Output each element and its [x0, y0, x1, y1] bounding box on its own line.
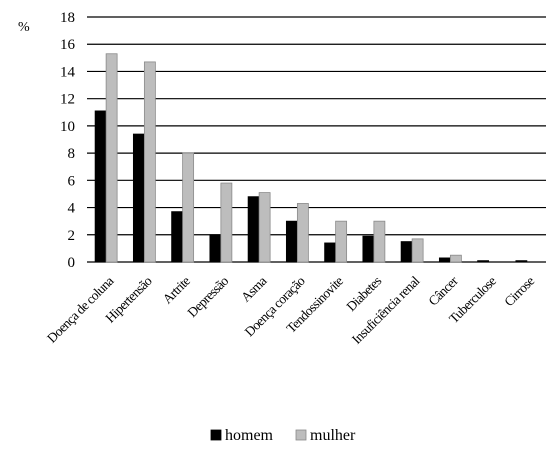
y-tick-label: 16	[60, 37, 76, 53]
legend-swatch-mulher	[295, 429, 307, 441]
x-category-label: Insuficiência renal	[349, 273, 423, 347]
bar-mulher	[449, 254, 462, 263]
y-tick-label: 6	[68, 173, 76, 189]
y-tick-label: 0	[68, 255, 76, 271]
bar-homem	[94, 110, 107, 263]
legend-swatch-homem	[210, 429, 222, 441]
bar-homem	[209, 234, 222, 263]
bar-homem	[285, 220, 298, 263]
x-category-label: Asma	[238, 273, 270, 305]
bar-mulher	[105, 53, 118, 263]
bar-homem	[362, 235, 375, 263]
bar-homem	[132, 133, 145, 263]
bar-mulher	[258, 192, 271, 263]
bar-mulher	[143, 61, 156, 263]
bar-mulher	[296, 203, 309, 263]
y-axis-ticks: 0 2 4 6 8 10 12 14 16 18	[60, 10, 76, 271]
y-tick-label: 2	[68, 228, 76, 244]
bar-homem	[171, 211, 184, 263]
bar-homem	[438, 257, 451, 263]
bar-mulher	[220, 182, 233, 263]
y-axis-unit-label: %	[18, 20, 30, 35]
bar-homem	[324, 242, 337, 263]
x-category-label: Câncer	[425, 273, 461, 309]
y-tick-label: 4	[68, 201, 76, 217]
bar-mulher	[335, 220, 348, 263]
y-tick-label: 14	[60, 64, 76, 80]
x-category-label: Depressão	[184, 273, 231, 320]
bar-homem	[400, 241, 413, 263]
legend: homem mulher	[210, 427, 356, 444]
legend-label-homem: homem	[225, 427, 274, 444]
x-category-label: Artrite	[160, 273, 194, 307]
bars	[94, 53, 528, 263]
x-category-label: Cirrose	[501, 273, 537, 309]
bar-mulher	[182, 152, 195, 263]
bar-mulher	[411, 238, 424, 263]
x-category-label: Doença de coluna	[44, 273, 117, 346]
legend-label-mulher: mulher	[310, 427, 356, 444]
y-tick-label: 8	[68, 146, 76, 162]
bar-homem	[477, 260, 490, 263]
bar-homem	[247, 196, 260, 263]
y-tick-label: 10	[60, 119, 75, 135]
bar-homem	[515, 260, 528, 263]
y-tick-label: 12	[60, 92, 75, 108]
gridlines	[87, 16, 546, 263]
bar-mulher	[373, 220, 386, 263]
y-tick-label: 18	[60, 10, 75, 26]
